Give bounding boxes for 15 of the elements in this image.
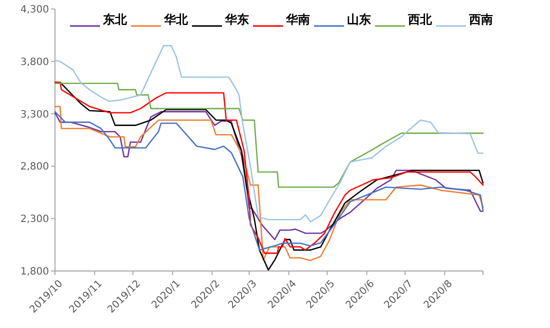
line-series (54, 45, 484, 222)
y-tick-label: 4,300 (20, 4, 49, 16)
legend-label: 山东 (347, 12, 371, 27)
y-tick-label: 2,300 (20, 214, 49, 226)
legend-label: 华东 (224, 12, 249, 27)
legend-label: 西南 (468, 12, 493, 27)
legend-label: 华北 (163, 12, 189, 27)
legend-label: 华南 (285, 12, 310, 27)
y-tick-label: 3,300 (20, 109, 49, 120)
y-tick-label: 3,800 (20, 56, 49, 68)
y-tick-label: 1,800 (20, 266, 49, 278)
legend-label: 西北 (407, 12, 433, 27)
line-series (54, 82, 484, 188)
y-tick-label: 2,800 (20, 162, 49, 173)
legend-label: 东北 (102, 12, 128, 27)
